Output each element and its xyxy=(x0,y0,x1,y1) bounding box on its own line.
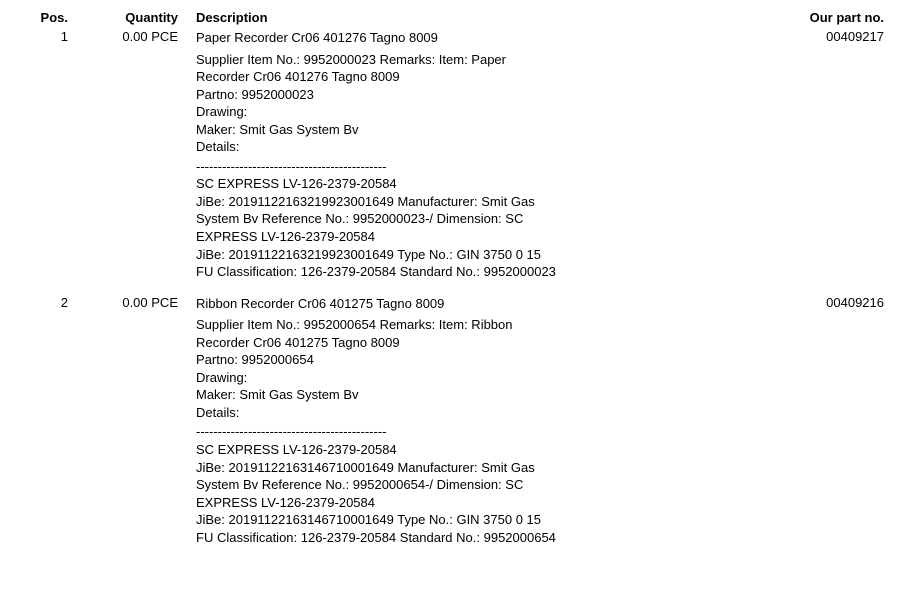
header-quantity: Quantity xyxy=(72,8,192,27)
row-spacer xyxy=(12,283,888,293)
row-pos: 2 xyxy=(12,293,72,549)
desc-line: Drawing: xyxy=(196,369,688,387)
desc-line: SC EXPRESS LV-126-2379-20584 xyxy=(196,175,688,193)
header-pos: Pos. xyxy=(12,8,72,27)
desc-title: Paper Recorder Cr06 401276 Tagno 8009 xyxy=(196,29,688,47)
desc-line: System Bv Reference No.: 9952000023-/ Di… xyxy=(196,210,688,228)
row-quantity: 0.00 PCE xyxy=(72,293,192,549)
desc-line: Recorder Cr06 401276 Tagno 8009 xyxy=(196,68,688,86)
header-partno: Our part no. xyxy=(692,8,888,27)
row-pos: 1 xyxy=(12,27,72,283)
line-item-table: Pos. Quantity Description Our part no. 1… xyxy=(12,8,888,548)
desc-line: JiBe: 20191122163146710001649 Type No.: … xyxy=(196,511,688,529)
desc-line: Partno: 9952000023 xyxy=(196,86,688,104)
desc-line: Partno: 9952000654 xyxy=(196,351,688,369)
desc-line: Details: xyxy=(196,404,688,422)
row-partno: 00409217 xyxy=(692,27,888,283)
desc-line: Supplier Item No.: 9952000654 Remarks: I… xyxy=(196,316,688,334)
desc-line: FU Classification: 126-2379-20584 Standa… xyxy=(196,529,688,547)
desc-line: Maker: Smit Gas System Bv xyxy=(196,386,688,404)
row-description: Ribbon Recorder Cr06 401275 Tagno 8009 S… xyxy=(192,293,692,549)
desc-line: Supplier Item No.: 9952000023 Remarks: I… xyxy=(196,51,688,69)
header-description: Description xyxy=(192,8,692,27)
desc-separator: ----------------------------------------… xyxy=(196,423,688,441)
desc-line: FU Classification: 126-2379-20584 Standa… xyxy=(196,263,688,281)
desc-line: Recorder Cr06 401275 Tagno 8009 xyxy=(196,334,688,352)
desc-line: JiBe: 20191122163219923001649 Manufactur… xyxy=(196,193,688,211)
desc-line: Maker: Smit Gas System Bv xyxy=(196,121,688,139)
desc-title: Ribbon Recorder Cr06 401275 Tagno 8009 xyxy=(196,295,688,313)
desc-line: EXPRESS LV-126-2379-20584 xyxy=(196,228,688,246)
desc-line: SC EXPRESS LV-126-2379-20584 xyxy=(196,441,688,459)
desc-line: JiBe: 20191122163146710001649 Manufactur… xyxy=(196,459,688,477)
desc-line: System Bv Reference No.: 9952000654-/ Di… xyxy=(196,476,688,494)
desc-line: EXPRESS LV-126-2379-20584 xyxy=(196,494,688,512)
row-partno: 00409216 xyxy=(692,293,888,549)
desc-line: JiBe: 20191122163219923001649 Type No.: … xyxy=(196,246,688,264)
row-description: Paper Recorder Cr06 401276 Tagno 8009 Su… xyxy=(192,27,692,283)
row-quantity: 0.00 PCE xyxy=(72,27,192,283)
desc-separator: ----------------------------------------… xyxy=(196,158,688,176)
desc-line: Details: xyxy=(196,138,688,156)
desc-line: Drawing: xyxy=(196,103,688,121)
